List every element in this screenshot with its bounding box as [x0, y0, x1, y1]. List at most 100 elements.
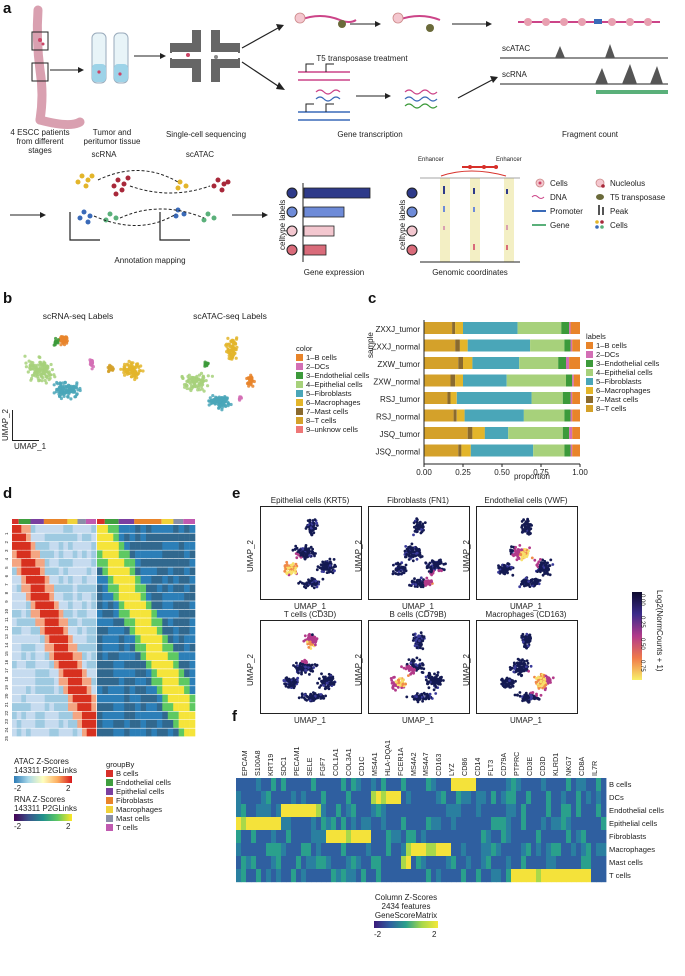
rna-cell	[178, 550, 185, 559]
gene-score-cell	[346, 843, 352, 857]
feature-point	[282, 679, 286, 682]
rna-cell	[102, 728, 109, 737]
gene-score-cell	[351, 843, 357, 857]
legend-label: 5–Fibroblasts	[596, 377, 642, 386]
atac-cell	[72, 550, 78, 559]
rna-cell	[102, 558, 109, 567]
umap-b-point	[131, 361, 135, 365]
gene-score-cell	[536, 778, 542, 792]
atac-cell	[63, 669, 69, 678]
feature-point	[407, 545, 410, 549]
rna-cell	[184, 525, 190, 533]
feature-point	[508, 666, 512, 669]
gene-score-cell	[581, 778, 587, 792]
atac-cell	[49, 584, 55, 593]
gene-score-cell	[481, 804, 487, 818]
rna-cell	[124, 677, 130, 686]
rna-cell	[97, 575, 103, 584]
feature-point	[321, 694, 325, 698]
rna-cell	[189, 525, 196, 533]
gene-score-cell	[526, 830, 532, 844]
feature-point	[518, 691, 522, 694]
rna-cell	[135, 626, 141, 635]
bar-c-category-label: ZXXJ_tumor	[376, 325, 421, 334]
feature-point	[504, 685, 508, 688]
gene-score-cell	[476, 778, 482, 792]
bar-segment	[570, 444, 573, 457]
rna-cell	[118, 720, 125, 728]
atac-cell	[54, 626, 59, 635]
bar-c-legend: labels 1–B cells 2–DCs 3–Endothelial cells…	[586, 332, 659, 413]
rna-cell	[184, 677, 190, 686]
gene-score-cell	[456, 778, 462, 792]
gene-label: EPCAM	[240, 750, 249, 776]
feature-point	[442, 679, 445, 682]
atac-cell	[82, 669, 87, 678]
rna-cell	[167, 703, 174, 711]
feature-point	[310, 529, 314, 533]
atac-cell	[40, 694, 45, 703]
rna-cell	[135, 592, 141, 601]
gene-score-cell	[281, 791, 287, 805]
umap-b-point	[28, 364, 32, 368]
rna-cell	[118, 592, 125, 601]
feature-umap-points	[497, 517, 555, 589]
gene-score-cell	[316, 817, 322, 831]
gene-score-cell	[491, 856, 497, 870]
feature-point	[510, 565, 513, 569]
rna-cell	[156, 694, 163, 703]
atac-cell	[30, 609, 36, 618]
legend-label: 4–Epithelial cells	[306, 380, 363, 389]
gene-score-cell	[601, 817, 607, 831]
umap-b-point	[226, 401, 230, 405]
feature-point	[535, 564, 539, 567]
gene-score-cell	[311, 856, 317, 870]
gene-score-cell	[376, 843, 382, 857]
feature-point	[424, 675, 428, 679]
gene-score-cell	[296, 869, 302, 883]
legend-gene: Gene	[550, 221, 570, 230]
bar-segment	[558, 357, 566, 369]
feature-point	[545, 561, 549, 565]
gene-score-cell	[336, 817, 342, 831]
rna-cell	[151, 584, 158, 593]
gene-score-cell	[276, 869, 282, 883]
atac-cell	[44, 550, 50, 559]
feature-point	[526, 525, 530, 528]
atac-cell	[49, 711, 55, 720]
rna-cell	[184, 652, 190, 661]
rna-cell	[97, 677, 103, 686]
atac-cell	[63, 635, 69, 644]
gene-score-cell	[256, 830, 262, 844]
umap-b-point	[193, 383, 197, 388]
gene-score-cell	[496, 830, 502, 844]
rna-cell	[97, 703, 103, 711]
gene-score-cell	[451, 791, 457, 805]
legend-swatch	[296, 381, 303, 388]
bar-segment	[572, 392, 580, 404]
feature-point	[311, 633, 314, 637]
rna-cell	[151, 720, 158, 728]
umap-b-point	[31, 361, 35, 365]
atac-cell	[68, 601, 73, 610]
atac-cell	[16, 635, 22, 644]
gene-score-cell	[546, 778, 552, 792]
feature-point	[527, 531, 531, 535]
rna-cell	[140, 567, 147, 576]
atac-cell	[12, 542, 17, 550]
rna-cell	[162, 542, 168, 550]
feature-point	[321, 577, 325, 581]
atac-cell	[72, 720, 78, 728]
rna-cell	[107, 660, 114, 669]
rna-cell	[118, 686, 125, 694]
umap-b-point	[38, 360, 42, 364]
feature-point	[425, 695, 429, 698]
rna-cell	[107, 558, 114, 567]
feature-point	[318, 686, 321, 689]
rna-cell	[140, 711, 147, 720]
rna-cell	[135, 660, 141, 669]
atac-cell	[68, 635, 73, 644]
gene-score-cell	[526, 778, 532, 792]
rna-cell	[173, 660, 179, 669]
feature-point	[523, 552, 526, 556]
